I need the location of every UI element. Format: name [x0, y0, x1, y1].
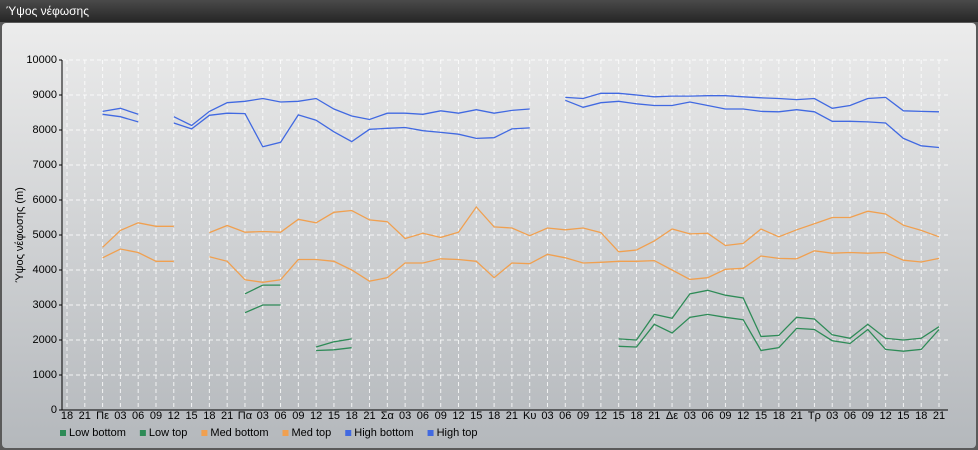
y-axis-label: Ύψος νέφωσης (m) — [14, 187, 26, 283]
legend-label: Med top — [292, 427, 332, 439]
y-tick-label: 5000 — [33, 229, 57, 241]
x-tick-label: 06 — [844, 410, 856, 422]
y-tick-label: 7000 — [33, 159, 57, 171]
x-tick-label: 03 — [541, 410, 553, 422]
series-line — [102, 99, 940, 149]
x-tick-label: 03 — [684, 410, 696, 422]
x-tick-label: 03 — [114, 410, 126, 422]
series-line — [244, 304, 940, 352]
x-tick-label: 09 — [862, 410, 874, 422]
series-line — [244, 284, 940, 348]
x-tick-label: 18 — [61, 410, 73, 422]
x-tick-label: 06 — [702, 410, 714, 422]
x-tick-label: 21 — [648, 410, 660, 422]
legend-label: Med bottom — [210, 427, 268, 439]
x-tick-label: 18 — [773, 410, 785, 422]
x-tick-label: 03 — [257, 410, 269, 422]
x-tick-label: 15 — [328, 410, 340, 422]
x-tick-label: 06 — [132, 410, 144, 422]
series-line — [102, 248, 940, 283]
x-tick-label: 12 — [595, 410, 607, 422]
legend-label: Low bottom — [69, 427, 126, 439]
y-tick-label: 3000 — [33, 299, 57, 311]
x-tick-label: 15 — [897, 410, 909, 422]
x-tick-label: 06 — [417, 410, 429, 422]
legend-label: High bottom — [354, 427, 413, 439]
x-tick-label: 21 — [363, 410, 375, 422]
x-tick-label: 18 — [346, 410, 358, 422]
x-tick-label: 18 — [203, 410, 215, 422]
legend-label: High top — [437, 427, 478, 439]
x-tick-label: 21 — [791, 410, 803, 422]
legend-swatch — [427, 430, 434, 436]
x-tick-label: 09 — [577, 410, 589, 422]
x-tick-label: 12 — [879, 410, 891, 422]
x-tick-label: 18 — [630, 410, 642, 422]
y-tick-label: 10000 — [26, 54, 57, 66]
legend-swatch — [139, 430, 146, 436]
x-tick-label: 09 — [719, 410, 731, 422]
legend-label: Low top — [149, 427, 188, 439]
series-line — [102, 92, 940, 127]
x-tick-label: Πα — [238, 410, 253, 422]
x-tick-label: 21 — [933, 410, 945, 422]
x-tick-label: 21 — [79, 410, 91, 422]
x-tick-label: Σα — [381, 410, 395, 422]
x-tick-label: 09 — [150, 410, 162, 422]
legend-swatch — [345, 430, 352, 436]
x-tick-label: Κυ — [523, 410, 536, 422]
chart: Ύψος νέφωσης (m) 0 1000 2000 3000 4000 5000 60… — [0, 22, 978, 450]
y-tick-label: 0 — [51, 404, 57, 416]
x-tick-label: 12 — [168, 410, 180, 422]
x-tick-label: 12 — [452, 410, 464, 422]
x-tick-label: Δε — [666, 410, 678, 422]
x-tick-label: 15 — [755, 410, 767, 422]
y-tick-label: 9000 — [33, 89, 57, 101]
x-tick-label: 06 — [559, 410, 571, 422]
legend-swatch — [201, 430, 208, 436]
x-tick-label: 12 — [737, 410, 749, 422]
x-tick-label: Πε — [96, 410, 109, 422]
legend-swatch — [282, 430, 289, 436]
y-tick-label: 8000 — [33, 124, 57, 136]
x-tick-label: 09 — [435, 410, 447, 422]
legend-swatch — [60, 430, 66, 436]
x-tick-label: 15 — [185, 410, 197, 422]
x-tick-label: 12 — [310, 410, 322, 422]
series-line — [102, 205, 940, 253]
y-tick-label: 6000 — [33, 194, 57, 206]
x-tick-label: 06 — [274, 410, 286, 422]
x-tick-label: 15 — [613, 410, 625, 422]
x-tick-label: 09 — [292, 410, 304, 422]
x-tick-label: 03 — [826, 410, 838, 422]
x-tick-label: Τρ — [808, 410, 821, 422]
y-tick-label: 1000 — [33, 369, 57, 381]
window-title: Ύψος νέφωσης — [0, 0, 978, 22]
x-tick-label: 03 — [399, 410, 411, 422]
x-tick-label: 15 — [470, 410, 482, 422]
y-tick-label: 2000 — [33, 334, 57, 346]
x-tick-label: 18 — [488, 410, 500, 422]
x-tick-label: 18 — [915, 410, 927, 422]
y-tick-label: 4000 — [33, 264, 57, 276]
x-tick-label: 21 — [506, 410, 518, 422]
x-tick-label: 21 — [221, 410, 233, 422]
